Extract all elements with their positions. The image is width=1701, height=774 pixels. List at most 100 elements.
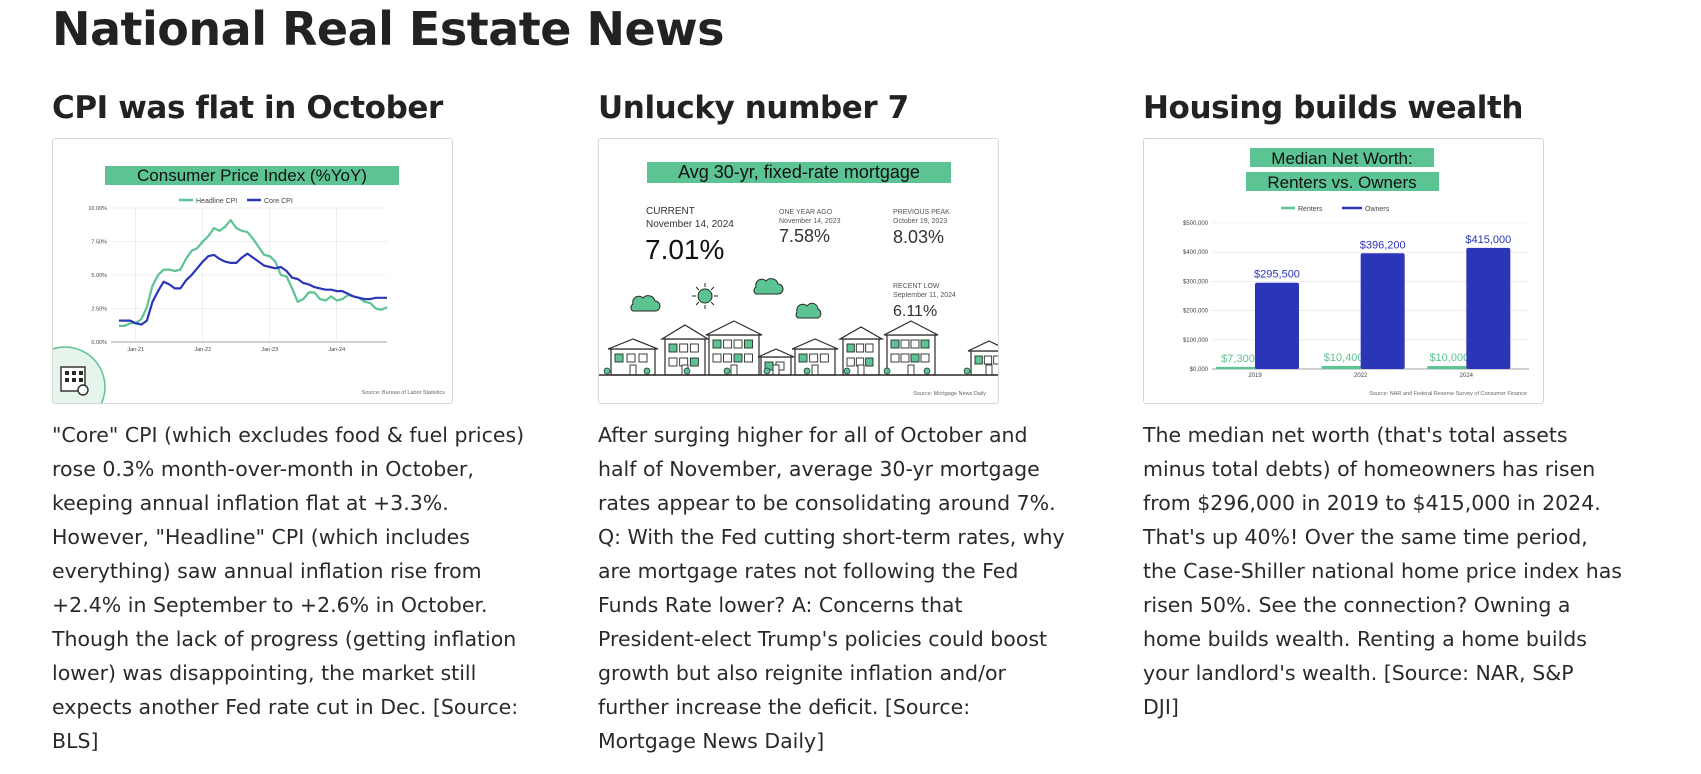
body-line: growth but also reignite inflation and/o…	[598, 661, 1006, 685]
bush-icon	[683, 367, 691, 375]
x-tick-label: Jan-22	[194, 347, 211, 353]
y-tick-label: 5.00%	[91, 273, 107, 279]
stat-date-low: September 11, 2024	[893, 292, 956, 299]
body-line: your landlord's wealth. [Source: NAR, S&…	[1143, 661, 1574, 685]
chart-source: Source: Mortgage News Daily	[913, 391, 986, 397]
house-icon	[883, 320, 939, 376]
cpi-line-chart: Consumer Price Index (%YoY) Headline CPI…	[53, 166, 446, 403]
cloud-icon	[795, 302, 822, 319]
bar-renters	[1216, 366, 1260, 369]
y-tick-label: $300,000	[1183, 279, 1209, 285]
mortgage-infographic: Avg 30-yr, fixed-rate mortgage CURRENT N…	[599, 162, 998, 397]
article-body: After surging higher for all of October …	[598, 418, 1098, 758]
chart-title: Avg 30-yr, fixed-rate mortgage	[678, 162, 920, 182]
body-line: Though the lack of progress (getting inf…	[52, 627, 517, 651]
chart-title: Median Net Worth:	[1271, 149, 1412, 168]
cloud-icon	[630, 295, 661, 312]
body-line: expects another Fed rate cut in Dec. [So…	[52, 695, 519, 719]
body-line: rates appear to be consolidating around …	[598, 491, 1056, 515]
body-line: keeping annual inflation flat at +3.3%.	[52, 491, 449, 515]
bar-owners	[1360, 253, 1405, 369]
article-body: "Core" CPI (which excludes food & fuel p…	[52, 418, 552, 758]
house-icon	[659, 324, 711, 376]
stat-date-current: November 14, 2024	[646, 219, 734, 230]
x-tick-label: Jan-21	[127, 347, 144, 353]
body-line: from $296,000 in 2019 to $415,000 in 202…	[1143, 491, 1601, 515]
body-line: Q: With the Fed cutting short-term rates…	[598, 525, 1065, 549]
stat-label-current: CURRENT	[646, 206, 695, 217]
body-line: Mortgage News Daily]	[598, 729, 825, 753]
bar-label-owners: $415,000	[1465, 234, 1511, 246]
x-tick-label: Jan-23	[261, 347, 278, 353]
body-line: rose 0.3% month-over-month in October,	[52, 457, 474, 481]
house-icon	[757, 348, 795, 376]
y-tick-label: $200,000	[1183, 309, 1209, 315]
article-mortgage: Unlucky number 7 Avg 30-yr, fixed-rate m…	[598, 88, 1098, 758]
body-line: half of November, average 30-yr mortgage	[598, 457, 1040, 481]
sun-icon	[692, 283, 718, 309]
y-tick-label: $400,000	[1183, 250, 1209, 256]
building-icon	[53, 346, 106, 403]
bar-renters	[1321, 365, 1366, 369]
bush-icon	[923, 367, 931, 375]
house-icon	[705, 320, 763, 376]
body-line: DJI]	[1143, 695, 1179, 719]
house-icon	[791, 338, 839, 376]
body-line: BLS]	[52, 729, 99, 753]
body-line: the Case-Shiller national home price ind…	[1143, 559, 1622, 583]
bush-icon	[723, 367, 731, 375]
chart-subtitle: Renters vs. Owners	[1267, 173, 1416, 192]
bush-icon	[963, 367, 971, 375]
networth-chart-card: Median Net Worth: Renters vs. Owners Ren…	[1143, 138, 1544, 404]
bar-owners	[1466, 247, 1511, 369]
body-line: are mortgage rates not following the Fed	[598, 559, 1019, 583]
bar-label-renters: $7,300	[1221, 353, 1255, 365]
x-tick-label: 2024	[1460, 373, 1474, 379]
chart-title-highlight	[647, 162, 951, 183]
bar-label-renters: $10,000	[1429, 352, 1469, 364]
stat-label-low: RECENT LOW	[893, 283, 940, 290]
stat-value-peak: 8.03%	[893, 227, 944, 247]
chart-source: Source: Bureau of Labor Statistics	[362, 390, 446, 396]
stat-label-peak: PREVIOUS PEAK	[893, 209, 950, 216]
bush-icon	[763, 367, 771, 375]
y-tick-label: 2.50%	[91, 307, 107, 313]
body-line: President-elect Trump's policies could b…	[598, 627, 1048, 651]
y-tick-label: $500,000	[1183, 221, 1209, 227]
chart-title-highlight	[105, 166, 399, 185]
stat-label-year-ago: ONE YEAR AGO	[779, 209, 833, 216]
bar-owners	[1255, 282, 1299, 369]
houses-illustration	[603, 320, 998, 376]
body-line: After surging higher for all of October …	[598, 423, 1028, 447]
stat-value-current: 7.01%	[645, 234, 724, 265]
legend-label-headline: Headline CPI	[196, 198, 237, 205]
y-tick-label: 7.50%	[91, 240, 107, 246]
article-heading: CPI was flat in October	[52, 90, 443, 126]
bar-label-owners: $396,200	[1360, 239, 1406, 251]
bush-icon	[883, 367, 891, 375]
stat-date-peak: October 19, 2023	[893, 218, 947, 225]
mortgage-card: Avg 30-yr, fixed-rate mortgage CURRENT N…	[598, 138, 999, 404]
chart-source: Source: NAR and Federal Reserve Survey o…	[1369, 391, 1527, 397]
bush-icon	[643, 367, 651, 375]
body-line: +2.4% in September to +2.6% in October.	[52, 593, 488, 617]
body-line: further increase the deficit. [Source:	[598, 695, 971, 719]
bar-label-owners: $295,500	[1254, 269, 1300, 281]
body-line: risen 50%. See the connection? Owning a	[1143, 593, 1571, 617]
chart-title-highlight	[1250, 148, 1434, 167]
body-line: The median net worth (that's total asset…	[1143, 423, 1568, 447]
body-line: Funds Rate lower? A: Concerns that	[598, 593, 963, 617]
y-tick-label: 10.00%	[88, 206, 107, 212]
body-line: home builds wealth. Renting a home build…	[1143, 627, 1587, 651]
bush-icon	[803, 367, 811, 375]
bar-label-renters: $10,400	[1324, 352, 1364, 364]
body-line: That's up 40%! Over the same time period…	[1143, 525, 1588, 549]
y-tick-label: $0,000	[1190, 367, 1209, 373]
house-icon	[967, 340, 998, 376]
bush-icon	[603, 367, 611, 375]
series-line-headline-cpi	[119, 219, 388, 327]
x-tick-label: 2022	[1354, 373, 1368, 379]
x-tick-label: Jan-24	[328, 347, 345, 353]
stat-value-low: 6.11%	[893, 303, 937, 320]
article-cpi: CPI was flat in October Consumer Price I…	[52, 88, 552, 758]
